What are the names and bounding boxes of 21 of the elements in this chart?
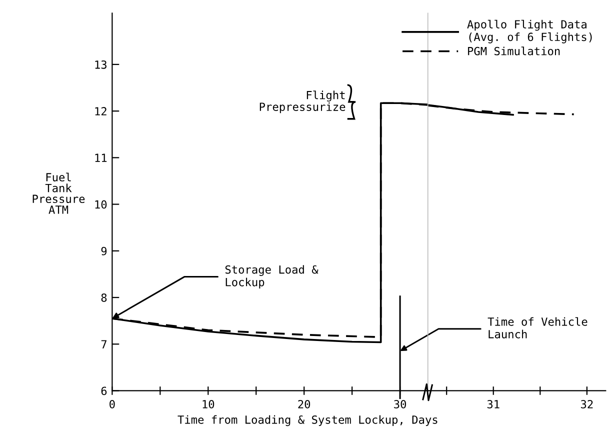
- x-tick-label: 10: [202, 400, 214, 408]
- y-tick-label: 11: [95, 154, 107, 162]
- x-tick-label: 31: [487, 400, 500, 408]
- x-tick-label: 20: [298, 400, 310, 408]
- x-tick-label: 0: [110, 400, 115, 408]
- y-tick-label: 12: [95, 107, 106, 116]
- annotation: Flight Prepressurize: [260, 90, 346, 114]
- y-tick-label: 13: [95, 60, 106, 69]
- text: PGM Simulation: [468, 46, 560, 56]
- annotation: Time of Vehicle Launch: [488, 317, 588, 338]
- x-axis-title: Time from Loading & System Lockup, Days: [178, 415, 438, 426]
- x-tick-label: 32: [580, 400, 593, 408]
- x-tick-label: 30: [394, 400, 406, 408]
- y-tick-label: 9: [101, 246, 107, 256]
- y-tick-label: 10: [95, 200, 107, 209]
- y-tick-label: 7: [101, 340, 106, 348]
- y-tick-label: 8: [101, 293, 107, 302]
- text: Apollo Flight Data (Avg. of 6 Flights): [467, 20, 592, 44]
- y-tick-label: 6: [101, 386, 107, 396]
- y-axis-title: Fuel Tank Pressure ATM: [32, 172, 85, 214]
- annotation: Storage Load & Lockup: [225, 265, 318, 288]
